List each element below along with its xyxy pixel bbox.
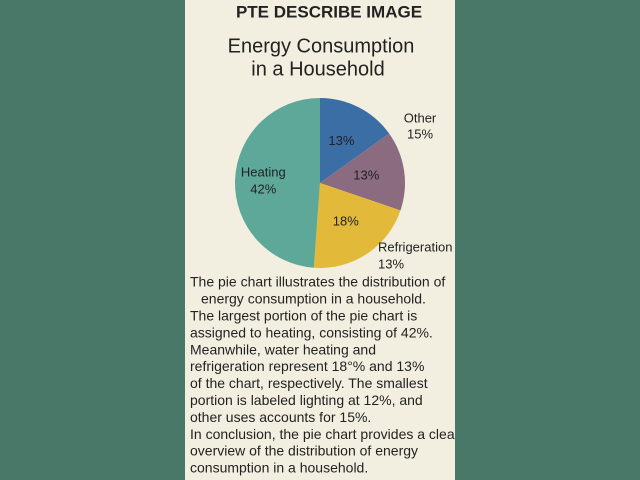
pie-slice [313,183,401,268]
paragraph-line: Meanwhile, water heating and [190,341,376,357]
paragraph-line: consumption in a household. [190,460,368,476]
chart-title: Energy Consumption [228,35,415,57]
slice-value-label: 13% [328,133,354,148]
paragraph-line: The largest portion of the pie chart is [190,308,417,324]
paragraph-line: assigned to heating, consisting of 42%. [190,324,433,340]
slice-value-label: 42% [250,182,276,197]
paragraph-line: The pie chart illustrates the distributi… [190,274,445,290]
chart-title: in a Household [251,58,384,80]
pie-slice [234,98,320,268]
paragraph-line: energy consumption in a household. [201,291,426,307]
paragraph-line: other uses accounts for 15%. [190,409,371,425]
slice-value-label: 13% [353,168,379,183]
header-title: PTE DESCRIBE IMAGE [236,2,422,21]
slice-category-label: Heating [241,165,286,180]
annotation: Refrigeration [378,239,452,254]
pie-slice [320,98,390,183]
paragraph-line: of the chart, respectively. The smallest [190,375,428,391]
pie-slice [320,133,406,211]
paragraph-line: In conclusion, the pie chart provides a … [190,426,460,442]
annotation: 13% [378,256,404,271]
annotation: Other [404,110,437,125]
paragraph-line: refrigeration represent 18°% and 13% [190,358,424,374]
content: PTE DESCRIBE IMAGE Energy Consumption in… [190,2,460,476]
annotation: 15% [407,126,433,141]
paragraph-line: portion is labeled lighting at 12%, and [190,392,423,408]
slice-value-label: 18% [333,213,359,228]
paragraph-line: overview of the distribution of energy [190,443,418,459]
